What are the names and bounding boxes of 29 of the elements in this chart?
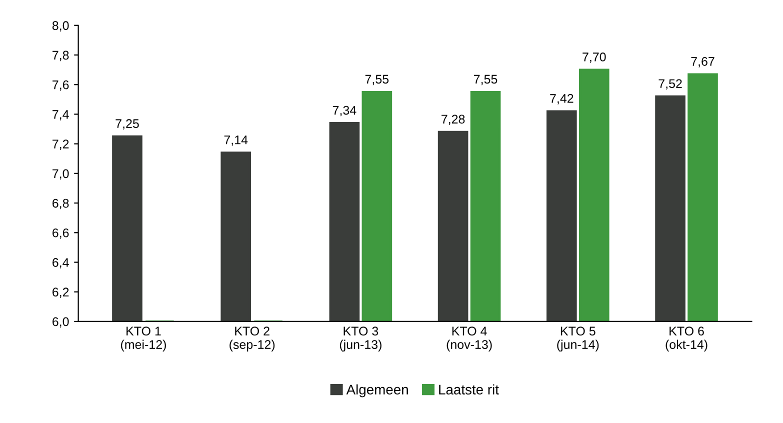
x-tick-label: KTO 1 (mei-12) (120, 326, 166, 352)
x-tick-label: KTO 4 (nov-13) (446, 326, 492, 352)
data-label: 7,55 (365, 74, 389, 86)
data-label: 7,52 (658, 79, 682, 90)
x-tick-label: KTO 6 (okt-14) (666, 326, 708, 352)
legend-label: Laatste rit (439, 384, 499, 395)
data-label: 7,25 (116, 119, 139, 130)
x-tick-label: KTO 2 (sep-12) (230, 326, 275, 352)
y-tick-label: 7,6 (52, 80, 69, 91)
y-tick-label: 6,4 (52, 258, 69, 268)
x-tick-label: KTO 5 (jun-14) (557, 326, 599, 352)
legend-label: Algemeen (346, 384, 408, 398)
y-tick-label: 7,2 (52, 140, 69, 150)
x-tick-label: KTO 3 (jun-13) (340, 326, 382, 352)
data-label: 7,67 (691, 56, 714, 68)
data-label: 7,55 (474, 74, 498, 86)
data-label: 7,70 (582, 52, 606, 63)
y-tick-label: 6,6 (52, 228, 69, 239)
y-tick-label: 7,8 (52, 50, 69, 62)
y-tick-label: 8,0 (52, 21, 69, 32)
y-tick-label: 6,8 (52, 198, 69, 210)
data-label: 7,14 (224, 136, 248, 146)
y-tick-label: 7,4 (52, 110, 69, 120)
data-label: 7,42 (550, 94, 574, 104)
y-tick-label: 6,0 (52, 317, 69, 328)
data-label: 7,34 (332, 106, 356, 116)
data-label: 7,28 (442, 114, 465, 126)
y-tick-label: 7,0 (52, 169, 69, 180)
y-tick-label: 6,2 (52, 288, 69, 298)
